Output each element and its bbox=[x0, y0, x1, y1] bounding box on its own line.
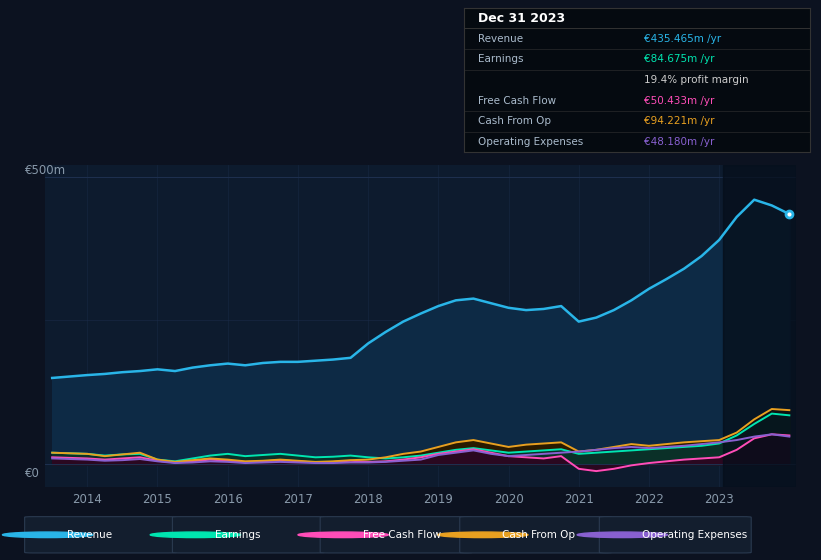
Text: €435.465m /yr: €435.465m /yr bbox=[644, 34, 721, 44]
Text: €94.221m /yr: €94.221m /yr bbox=[644, 116, 714, 127]
Text: Revenue: Revenue bbox=[67, 530, 112, 540]
Text: 19.4% profit margin: 19.4% profit margin bbox=[644, 75, 749, 85]
FancyBboxPatch shape bbox=[172, 517, 324, 553]
Circle shape bbox=[2, 532, 93, 538]
Bar bbox=[722, 165, 796, 487]
Text: Earnings: Earnings bbox=[478, 54, 523, 64]
FancyBboxPatch shape bbox=[25, 517, 177, 553]
Circle shape bbox=[438, 532, 528, 538]
Text: €500m: €500m bbox=[25, 164, 66, 178]
Text: €50.433m /yr: €50.433m /yr bbox=[644, 96, 714, 106]
Text: €48.180m /yr: €48.180m /yr bbox=[644, 137, 714, 147]
Circle shape bbox=[150, 532, 241, 538]
Text: Cash From Op: Cash From Op bbox=[478, 116, 551, 127]
Circle shape bbox=[298, 532, 388, 538]
FancyBboxPatch shape bbox=[320, 517, 472, 553]
FancyBboxPatch shape bbox=[460, 517, 612, 553]
Text: €84.675m /yr: €84.675m /yr bbox=[644, 54, 714, 64]
Text: Revenue: Revenue bbox=[478, 34, 523, 44]
Text: Free Cash Flow: Free Cash Flow bbox=[478, 96, 556, 106]
Text: Operating Expenses: Operating Expenses bbox=[478, 137, 583, 147]
Text: Operating Expenses: Operating Expenses bbox=[642, 530, 747, 540]
Text: Cash From Op: Cash From Op bbox=[502, 530, 576, 540]
Circle shape bbox=[577, 532, 667, 538]
Text: Earnings: Earnings bbox=[215, 530, 260, 540]
Text: €0: €0 bbox=[25, 466, 39, 480]
Text: Free Cash Flow: Free Cash Flow bbox=[363, 530, 441, 540]
FancyBboxPatch shape bbox=[599, 517, 751, 553]
Text: Dec 31 2023: Dec 31 2023 bbox=[478, 12, 565, 25]
